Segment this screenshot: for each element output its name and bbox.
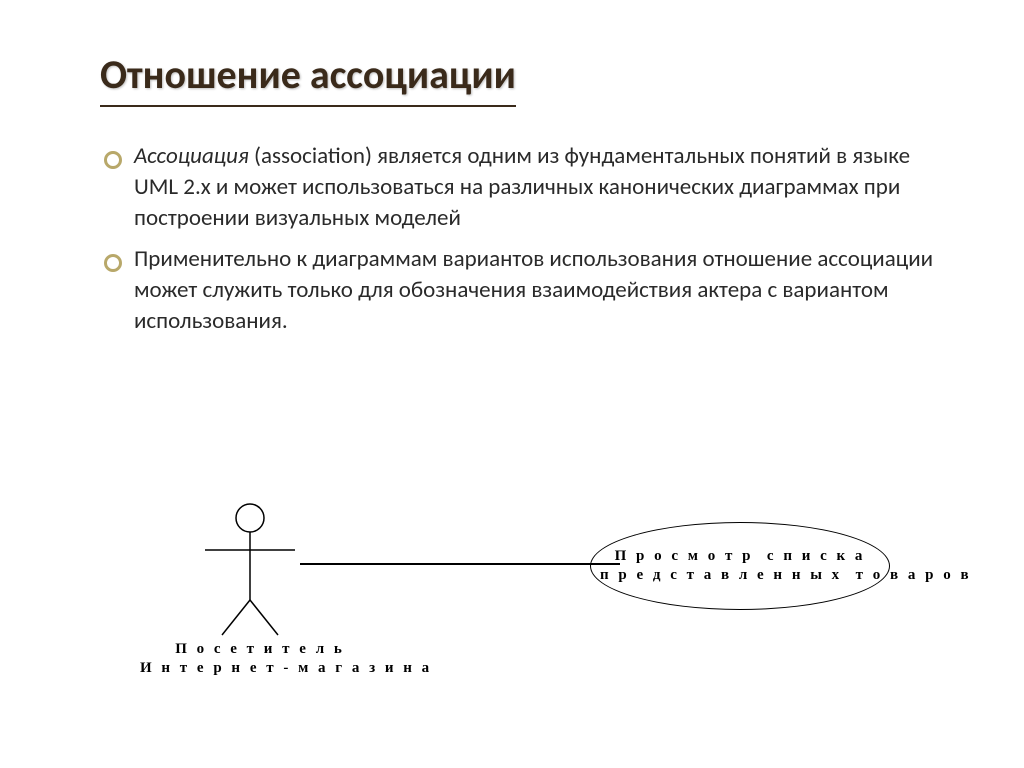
slide-title: Отношение ассоциации — [100, 50, 516, 107]
usecase-label: П р о с м о т р с п и с к а п р е д с т … — [600, 547, 880, 585]
actor-icon — [200, 500, 300, 640]
bullet-lead: Ассоциация — [134, 142, 249, 170]
actor-leg-right — [250, 600, 278, 635]
association-line — [300, 563, 620, 565]
actor-label: П о с е т и т е л ь И н т е р н е т - м … — [140, 640, 380, 678]
actor-leg-left — [222, 600, 250, 635]
bullet-item: Ассоциация (association) является одним … — [100, 141, 954, 234]
bullet-list: Ассоциация (association) является одним … — [100, 141, 954, 337]
bullet-text: Применительно к диаграммам вариантов исп… — [134, 245, 933, 335]
bullet-item: Применительно к диаграммам вариантов исп… — [100, 244, 954, 337]
actor-head — [236, 504, 264, 532]
bullet-text: (association) является одним из фундамен… — [134, 142, 910, 232]
usecase-ellipse: П р о с м о т р с п и с к а п р е д с т … — [590, 522, 890, 610]
uml-association-diagram: П о с е т и т е л ь И н т е р н е т - м … — [160, 500, 920, 730]
